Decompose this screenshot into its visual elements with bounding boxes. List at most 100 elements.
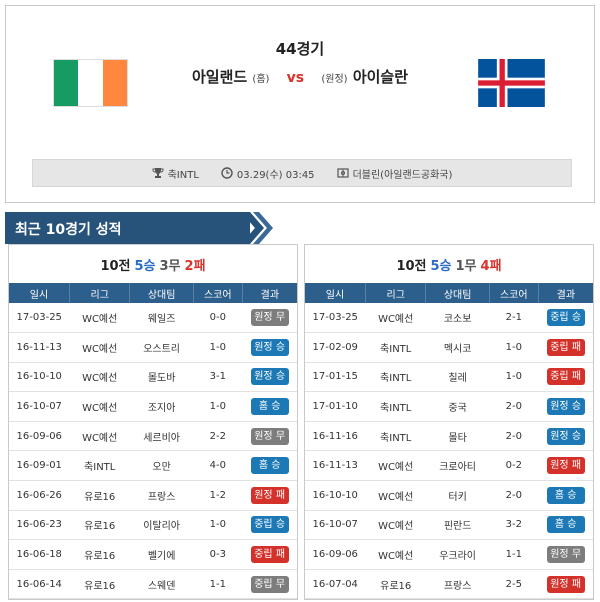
cell-date: 16-06-26 bbox=[9, 480, 70, 511]
home-team-name[interactable]: 아일랜드 bbox=[191, 68, 248, 86]
away-wins: 5승 bbox=[430, 258, 452, 274]
column-header: 상대팀 bbox=[129, 283, 194, 303]
cell-result: 원정 패 bbox=[538, 450, 593, 482]
cell-league: WC예선 bbox=[69, 391, 130, 422]
cell-opponent[interactable]: 우크라이 bbox=[425, 539, 490, 570]
result-badge: 중립 패 bbox=[546, 368, 585, 386]
cell-result: 원정 패 bbox=[538, 569, 593, 600]
cell-score: 2-5 bbox=[489, 569, 539, 600]
cell-opponent[interactable]: 오스트리 bbox=[129, 332, 194, 363]
cell-date: 16-11-13 bbox=[305, 450, 366, 482]
cell-opponent[interactable]: 조지아 bbox=[129, 391, 194, 422]
result-badge: 원정 패 bbox=[546, 575, 585, 593]
result-badge: 원정 패 bbox=[250, 486, 289, 504]
cell-league: 축INTL bbox=[365, 391, 426, 422]
cell-opponent[interactable]: 이탈리아 bbox=[129, 510, 194, 541]
column-header: 일시 bbox=[9, 283, 70, 303]
column-header: 결과 bbox=[538, 283, 593, 303]
cell-result: 중립 패 bbox=[242, 539, 297, 570]
result-badge: 홈 승 bbox=[546, 516, 585, 534]
cell-league: WC예선 bbox=[69, 303, 130, 334]
cell-result: 원정 패 bbox=[242, 480, 297, 511]
cell-opponent[interactable]: 오만 bbox=[129, 450, 194, 482]
cell-score: 1-0 bbox=[193, 510, 243, 541]
away-tag: (원정) bbox=[321, 74, 348, 85]
cell-league: WC예선 bbox=[365, 303, 426, 334]
cell-result: 원정 무 bbox=[538, 539, 593, 570]
cell-score: 0-0 bbox=[193, 303, 243, 334]
cell-opponent[interactable]: 칠레 bbox=[425, 362, 490, 393]
cell-date: 16-10-10 bbox=[305, 480, 366, 511]
cell-date: 16-09-01 bbox=[9, 450, 70, 482]
cell-opponent[interactable]: 세르비아 bbox=[129, 421, 194, 452]
cell-date: 17-01-10 bbox=[305, 391, 366, 422]
cell-opponent[interactable]: 몰도바 bbox=[129, 362, 194, 393]
table-row: 16-06-23 유로16 이탈리아 1-0 중립 승 bbox=[9, 510, 297, 541]
cell-league: 유로16 bbox=[365, 569, 426, 600]
cell-opponent[interactable]: 핀란드 bbox=[425, 510, 490, 541]
cell-score: 2-1 bbox=[489, 303, 539, 334]
away-losses: 4패 bbox=[480, 258, 502, 274]
cell-opponent[interactable]: 코소보 bbox=[425, 303, 490, 334]
cell-result: 홈 승 bbox=[538, 510, 593, 541]
table-row: 16-10-10 WC예선 몰도바 3-1 원정 승 bbox=[9, 362, 297, 393]
cell-league: 유로16 bbox=[69, 480, 130, 511]
cell-opponent[interactable]: 프랑스 bbox=[425, 569, 490, 600]
table-row: 17-02-09 축INTL 멕시코 1-0 중립 패 bbox=[305, 332, 593, 363]
result-badge: 원정 무 bbox=[250, 427, 289, 445]
cell-opponent[interactable]: 벨기에 bbox=[129, 539, 194, 570]
cell-result: 원정 승 bbox=[538, 421, 593, 452]
home-recent-panel: 10전 5승 3무 2패 일시 리그 상대팀 스코어 결과 17-03-25 WC예선 웨일… bbox=[8, 244, 298, 600]
cell-score: 1-0 bbox=[193, 391, 243, 422]
table-row: 16-09-06 WC예선 세르비아 2-2 원정 무 bbox=[9, 421, 297, 452]
table-row: 16-09-01 축INTL 오만 4-0 홈 승 bbox=[9, 450, 297, 482]
away-total: 10전 bbox=[396, 258, 427, 274]
cell-date: 17-03-25 bbox=[9, 303, 70, 334]
cell-result: 중립 패 bbox=[538, 332, 593, 363]
cell-opponent[interactable]: 크로아티 bbox=[425, 450, 490, 482]
cell-score: 1-0 bbox=[193, 332, 243, 363]
cell-opponent[interactable]: 중국 bbox=[425, 391, 490, 422]
away-team-name[interactable]: 아이슬란 bbox=[352, 68, 409, 86]
table-row: 16-09-06 WC예선 우크라이 1-1 원정 무 bbox=[305, 539, 593, 570]
cell-league: 축INTL bbox=[365, 362, 426, 393]
cell-league: WC예선 bbox=[69, 332, 130, 363]
home-draws: 3무 bbox=[159, 258, 181, 274]
cell-date: 17-01-15 bbox=[305, 362, 366, 393]
cell-opponent[interactable]: 터키 bbox=[425, 480, 490, 511]
cell-score: 3-1 bbox=[193, 362, 243, 393]
table-header-row: 일시 리그 상대팀 스코어 결과 bbox=[305, 283, 593, 303]
column-header: 결과 bbox=[242, 283, 297, 303]
home-total: 10전 bbox=[100, 258, 131, 274]
table-row: 16-10-07 WC예선 조지아 1-0 홈 승 bbox=[9, 391, 297, 422]
cell-opponent[interactable]: 몰타 bbox=[425, 421, 490, 452]
cell-league: 축INTL bbox=[365, 332, 426, 363]
result-badge: 원정 승 bbox=[546, 427, 585, 445]
cell-date: 16-11-16 bbox=[305, 421, 366, 452]
cell-opponent[interactable]: 멕시코 bbox=[425, 332, 490, 363]
cell-result: 원정 승 bbox=[538, 391, 593, 422]
match-card: 44경기 아일랜드 (홈) vs (원정) 아이슬란 축INTL 03.29(수… bbox=[5, 5, 595, 203]
league-info: 축INTL bbox=[152, 166, 199, 181]
vs-label: vs bbox=[286, 70, 305, 86]
cell-date: 17-03-25 bbox=[305, 303, 366, 334]
cell-opponent[interactable]: 웨일즈 bbox=[129, 303, 194, 334]
clock-icon bbox=[221, 167, 233, 179]
cell-opponent[interactable]: 스웨덴 bbox=[129, 569, 194, 600]
result-badge: 원정 승 bbox=[250, 338, 289, 356]
cell-result: 홈 승 bbox=[242, 391, 297, 422]
table-row: 16-07-04 유로16 프랑스 2-5 원정 패 bbox=[305, 569, 593, 600]
match-info-bar: 축INTL 03.29(수) 03:45 더블린(아일랜드공화국) bbox=[32, 159, 572, 187]
result-badge: 원정 무 bbox=[546, 546, 585, 564]
result-badge: 중립 승 bbox=[250, 516, 289, 534]
cell-opponent[interactable]: 프랑스 bbox=[129, 480, 194, 511]
home-losses: 2패 bbox=[184, 258, 206, 274]
result-badge: 홈 승 bbox=[250, 457, 289, 475]
cell-date: 16-10-07 bbox=[305, 510, 366, 541]
cell-date: 16-06-23 bbox=[9, 510, 70, 541]
result-badge: 원정 패 bbox=[546, 457, 585, 475]
table-row: 17-01-10 축INTL 중국 2-0 원정 승 bbox=[305, 391, 593, 422]
chevron-right-icon bbox=[241, 212, 273, 244]
table-row: 16-06-18 유로16 벨기에 0-3 중립 패 bbox=[9, 539, 297, 570]
match-datetime: 03.29(수) 03:45 bbox=[236, 169, 315, 181]
